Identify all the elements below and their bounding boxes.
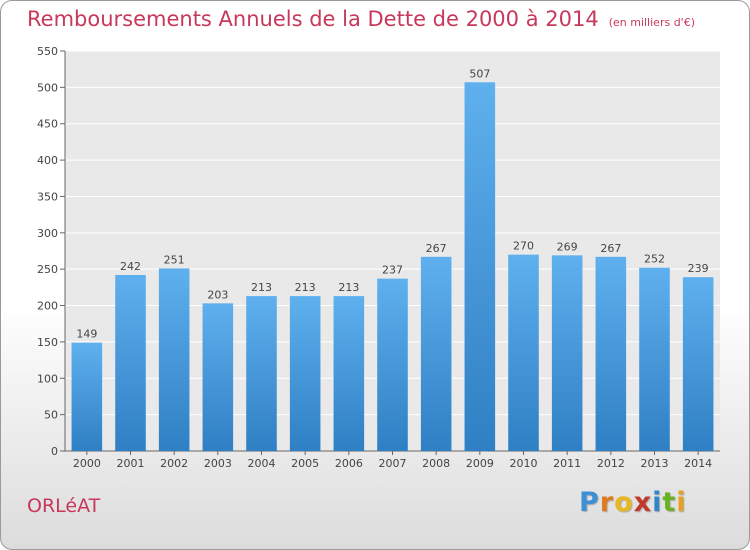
y-tick-label: 450 — [37, 118, 58, 131]
y-tick-label: 300 — [37, 227, 58, 240]
bar-2005 — [289, 296, 321, 451]
x-tick-label-2010: 2010 — [510, 457, 538, 470]
data-label-2001: 242 — [120, 260, 141, 273]
data-label-2002: 251 — [164, 253, 185, 266]
y-tick-label: 0 — [51, 445, 58, 458]
chart-unit: (en milliers d'€) — [608, 16, 695, 29]
y-tick-label: 250 — [37, 263, 58, 276]
data-label-2012: 267 — [600, 242, 621, 255]
bar-2004 — [246, 296, 277, 451]
data-label-2005: 213 — [295, 281, 316, 294]
bar-2007 — [377, 278, 408, 451]
y-tick-label: 550 — [37, 45, 58, 58]
logo-letter: x — [633, 487, 653, 518]
data-label-2009: 507 — [469, 67, 490, 80]
x-tick-label-2003: 2003 — [204, 457, 232, 470]
title-row: Remboursements Annuels de la Dette de 20… — [27, 7, 695, 31]
y-tick-label: 500 — [37, 81, 58, 94]
commune-name: ORLéAT — [27, 495, 101, 517]
bar-2010 — [508, 254, 539, 451]
data-label-2004: 213 — [251, 281, 272, 294]
data-label-2014: 239 — [688, 262, 709, 275]
x-tick-label-2007: 2007 — [379, 457, 407, 470]
x-tick-label-2004: 2004 — [248, 457, 276, 470]
labels: 0 50 100 150 200 250 300 350 400 450 500 550 149 2000… — [37, 45, 712, 470]
y-tick-label: 50 — [44, 409, 58, 422]
logo-letter: r — [599, 487, 615, 518]
x-tick-label-2006: 2006 — [335, 457, 363, 470]
data-label-2013: 252 — [644, 253, 665, 266]
bar-2009 — [464, 82, 496, 451]
y-tick-label: 400 — [37, 154, 58, 167]
bar-2014 — [682, 277, 714, 451]
bar-2001 — [115, 275, 146, 451]
chart-title: Remboursements Annuels de la Dette de 20… — [27, 7, 599, 31]
y-tick-label: 350 — [37, 190, 58, 203]
x-tick-label-2013: 2013 — [641, 457, 669, 470]
x-tick-label-2001: 2001 — [117, 457, 145, 470]
data-label-2010: 270 — [513, 240, 534, 253]
bar-2003 — [202, 303, 234, 451]
bar-2008 — [420, 256, 452, 451]
bars — [71, 82, 714, 451]
bar-2000 — [71, 342, 103, 451]
y-tick-label: 150 — [37, 336, 58, 349]
logo-letter: P — [579, 487, 600, 518]
x-tick-label-2005: 2005 — [291, 457, 319, 470]
x-tick-label-2012: 2012 — [597, 457, 625, 470]
data-label-2006: 213 — [338, 281, 359, 294]
bar-2011 — [551, 255, 583, 451]
data-label-2003: 203 — [207, 288, 228, 301]
y-tick-label: 100 — [37, 372, 58, 385]
x-tick-label-2009: 2009 — [466, 457, 494, 470]
x-tick-label-2014: 2014 — [684, 457, 712, 470]
data-label-2011: 269 — [557, 240, 578, 253]
bar-2012 — [595, 256, 627, 451]
x-tick-label-2000: 2000 — [73, 457, 101, 470]
x-tick-label-2002: 2002 — [160, 457, 188, 470]
x-tick-label-2008: 2008 — [422, 457, 450, 470]
x-tick-label-2011: 2011 — [553, 457, 581, 470]
logo-letter: o — [614, 487, 634, 518]
logo-letter: i — [652, 487, 663, 518]
data-label-2000: 149 — [76, 328, 97, 341]
logo-letter: i — [676, 487, 687, 518]
logo-letter: t — [662, 487, 677, 518]
data-label-2007: 237 — [382, 264, 403, 277]
bar-2013 — [639, 267, 670, 451]
bar-2002 — [158, 268, 190, 451]
data-label-2008: 267 — [426, 242, 447, 255]
bar-2006 — [333, 296, 365, 451]
proxiti-logo[interactable]: Proxiti — [579, 487, 687, 518]
y-tick-label: 200 — [37, 300, 58, 313]
